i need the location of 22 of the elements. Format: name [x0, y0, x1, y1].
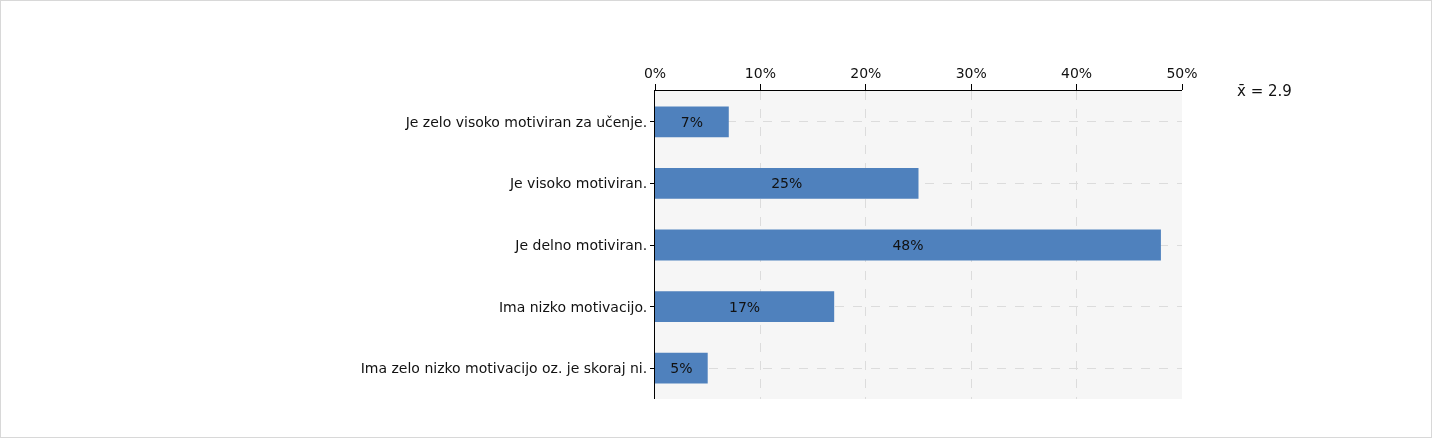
y-tick-label: Ima nizko motivacijo.: [498, 298, 648, 315]
bar: [655, 106, 729, 138]
x-tick-label: 0%: [643, 65, 667, 82]
x-tick-label: 10%: [744, 65, 776, 82]
x-tick-label: 30%: [955, 65, 987, 82]
y-tick-label: Je delno motiviran.: [514, 236, 648, 253]
x-tick-label: 50%: [1166, 65, 1198, 82]
bar: [655, 229, 1161, 261]
x-tick-label: 20%: [850, 65, 882, 82]
y-tick-label: Je zelo visoko motiviran za učenje.: [404, 113, 648, 130]
data-label: 5%: [670, 360, 693, 377]
y-tick-label: Je visoko motiviran.: [508, 175, 648, 192]
data-label: 48%: [892, 237, 924, 253]
bar: [655, 168, 919, 199]
y-tick-label: Ima zelo nizko motivacijo oz. je skoraj ni.: [360, 360, 648, 377]
data-label: 7%: [680, 113, 703, 130]
data-label: 17%: [729, 298, 761, 315]
x-tick-label: 40%: [1061, 65, 1093, 82]
bar: [655, 352, 708, 384]
text: x̄ = 2.9: [1237, 82, 1292, 100]
data-label: 25%: [771, 175, 803, 192]
bar: [655, 291, 835, 322]
